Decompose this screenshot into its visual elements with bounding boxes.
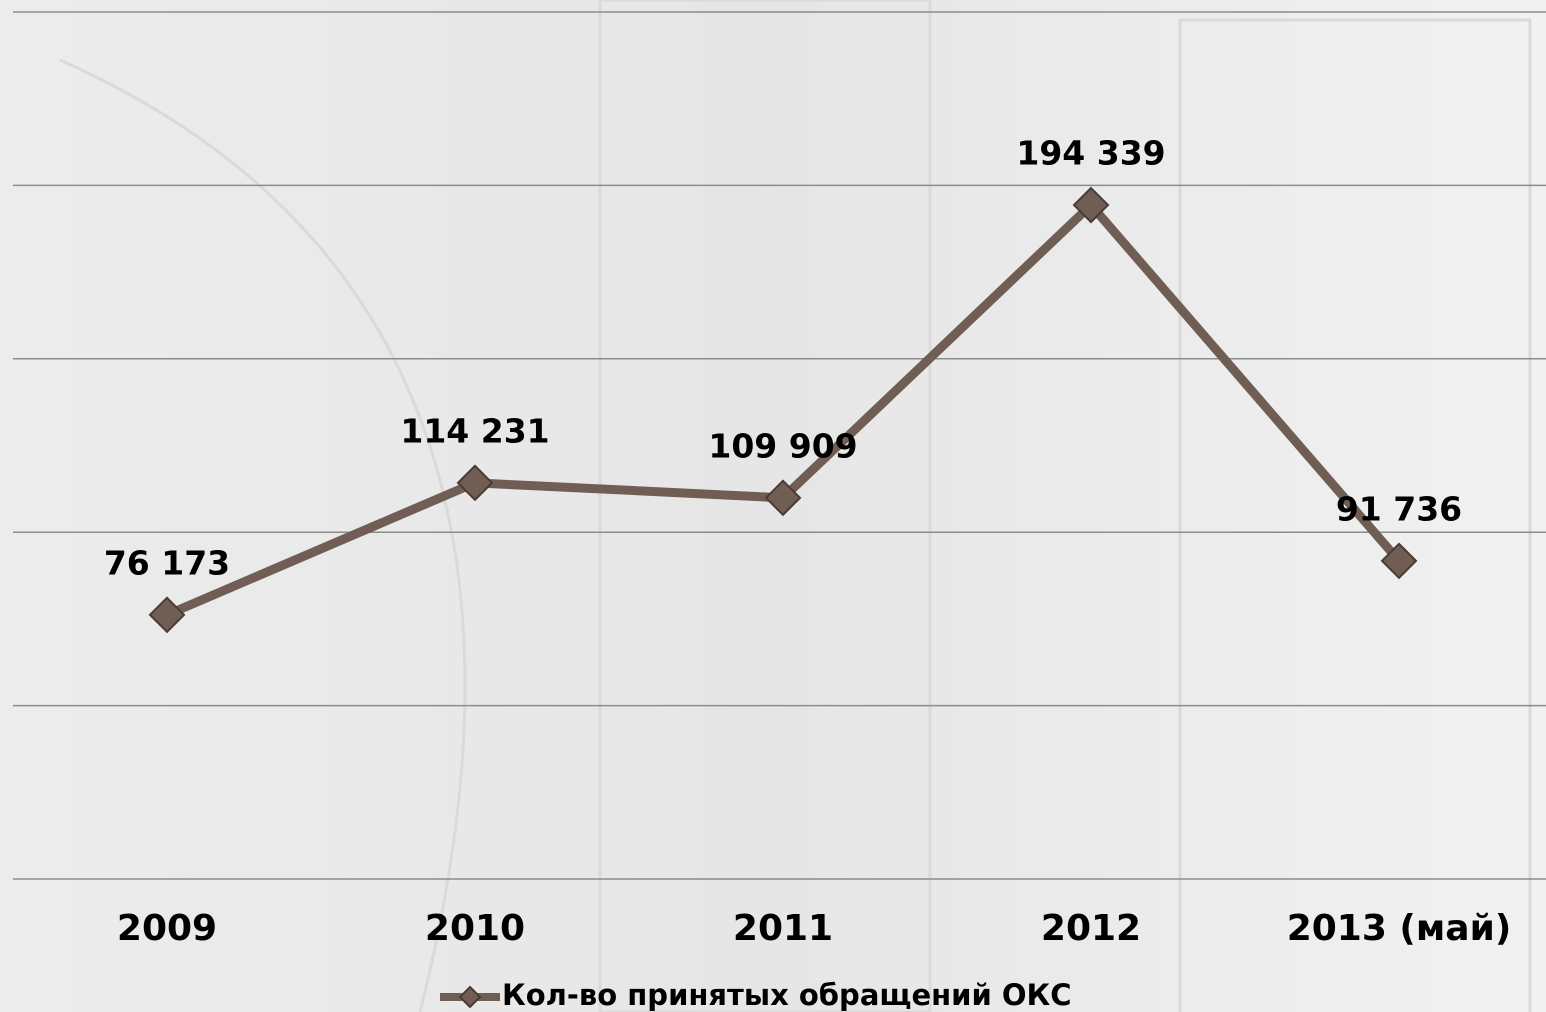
x-tick-label: 2011 (733, 908, 833, 949)
data-point (1072, 186, 1110, 224)
data-point (148, 596, 186, 634)
x-tick-label: 2013 (май) (1287, 908, 1512, 949)
data-point (764, 479, 802, 517)
data-label: 76 173 (104, 543, 230, 582)
data-label: 91 736 (1336, 489, 1462, 528)
data-label: 194 339 (1016, 134, 1165, 173)
x-tick-label: 2009 (117, 908, 217, 949)
legend-label: Кол-во принятых обращений ОКС (502, 978, 1072, 1012)
data-label: 109 909 (708, 426, 857, 465)
data-point (456, 464, 494, 502)
legend-marker (458, 985, 482, 1009)
data-point (1380, 542, 1418, 580)
background-building (59, 0, 1532, 1012)
x-tick-label: 2012 (1041, 908, 1141, 949)
x-tick-label: 2010 (425, 908, 525, 949)
data-label: 114 231 (400, 411, 549, 450)
